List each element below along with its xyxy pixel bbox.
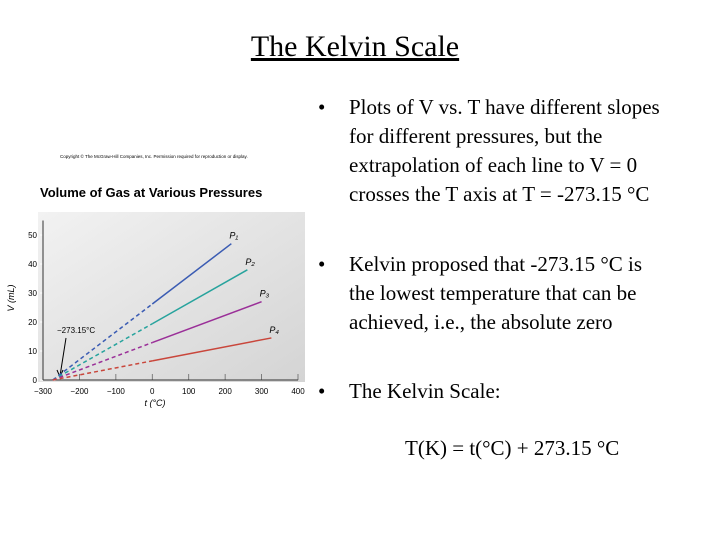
- series-label: P₄: [269, 325, 279, 335]
- bullet-dot: •: [318, 95, 325, 119]
- copyright: Copyright © The McGraw-Hill Companies, I…: [60, 153, 248, 159]
- x-tick-label: 200: [218, 387, 232, 396]
- series-line: [151, 269, 248, 325]
- bullet-dot: •: [318, 379, 325, 403]
- bullet-line: crosses the T axis at T = -273.15 °C: [349, 182, 649, 206]
- series-line: [52, 341, 153, 381]
- series-line: [151, 243, 232, 305]
- formula: T(K) = t(°C) + 273.15 °C: [405, 436, 619, 460]
- chart: 0 10 20 30 40 50 −300 −200 −100 0 100 200 300 400 P₁ P₂…: [28, 220, 305, 396]
- x-tick-label: 300: [255, 387, 269, 396]
- plot-background: [38, 212, 305, 382]
- series-line: [152, 300, 262, 344]
- series-line: [52, 323, 153, 381]
- y-tick-label: 50: [28, 231, 37, 240]
- y-tick-label: 10: [28, 347, 37, 356]
- bullet-dot: •: [318, 252, 325, 276]
- series-label: P₂: [245, 257, 255, 267]
- series-label: P₁: [229, 231, 238, 241]
- series-line: [52, 360, 153, 381]
- x-tick-label: 400: [291, 387, 305, 396]
- bullet-line: for different pressures, but the: [349, 124, 602, 148]
- bullet-line: Plots of V vs. T have different slopes: [349, 95, 660, 119]
- x-axis-label: t (°C): [144, 398, 165, 408]
- x-tick-label: −300: [34, 387, 53, 396]
- x-tick-label: −200: [70, 387, 89, 396]
- series-label: P₃: [260, 289, 270, 299]
- y-tick-label: 20: [28, 318, 37, 327]
- y-tick-label: 40: [28, 260, 37, 269]
- annotation: −273.15°C: [57, 326, 95, 335]
- bullet-line: Kelvin proposed that -273.15 °C is: [349, 252, 642, 276]
- bullet-line: The Kelvin Scale:: [349, 379, 501, 403]
- x-tick-label: 100: [182, 387, 196, 396]
- x-tick-label: −100: [107, 387, 126, 396]
- chart-title: Volume of Gas at Various Pressures: [40, 185, 262, 200]
- bullet-line: the lowest temperature that can be: [349, 281, 636, 305]
- series-line: [152, 337, 272, 362]
- x-tick-label: 0: [150, 387, 155, 396]
- y-tick-label: 30: [28, 289, 37, 298]
- y-tick-label: 0: [33, 376, 38, 385]
- bullets: • Plots of V vs. T have different slopes f…: [318, 95, 660, 403]
- bullet-line: achieved, i.e., the absolute zero: [349, 310, 613, 334]
- y-axis-label: V (mL): [6, 284, 16, 311]
- slide-title: The Kelvin Scale: [251, 30, 459, 63]
- bullet-line: extrapolation of each line to V = 0: [349, 153, 637, 177]
